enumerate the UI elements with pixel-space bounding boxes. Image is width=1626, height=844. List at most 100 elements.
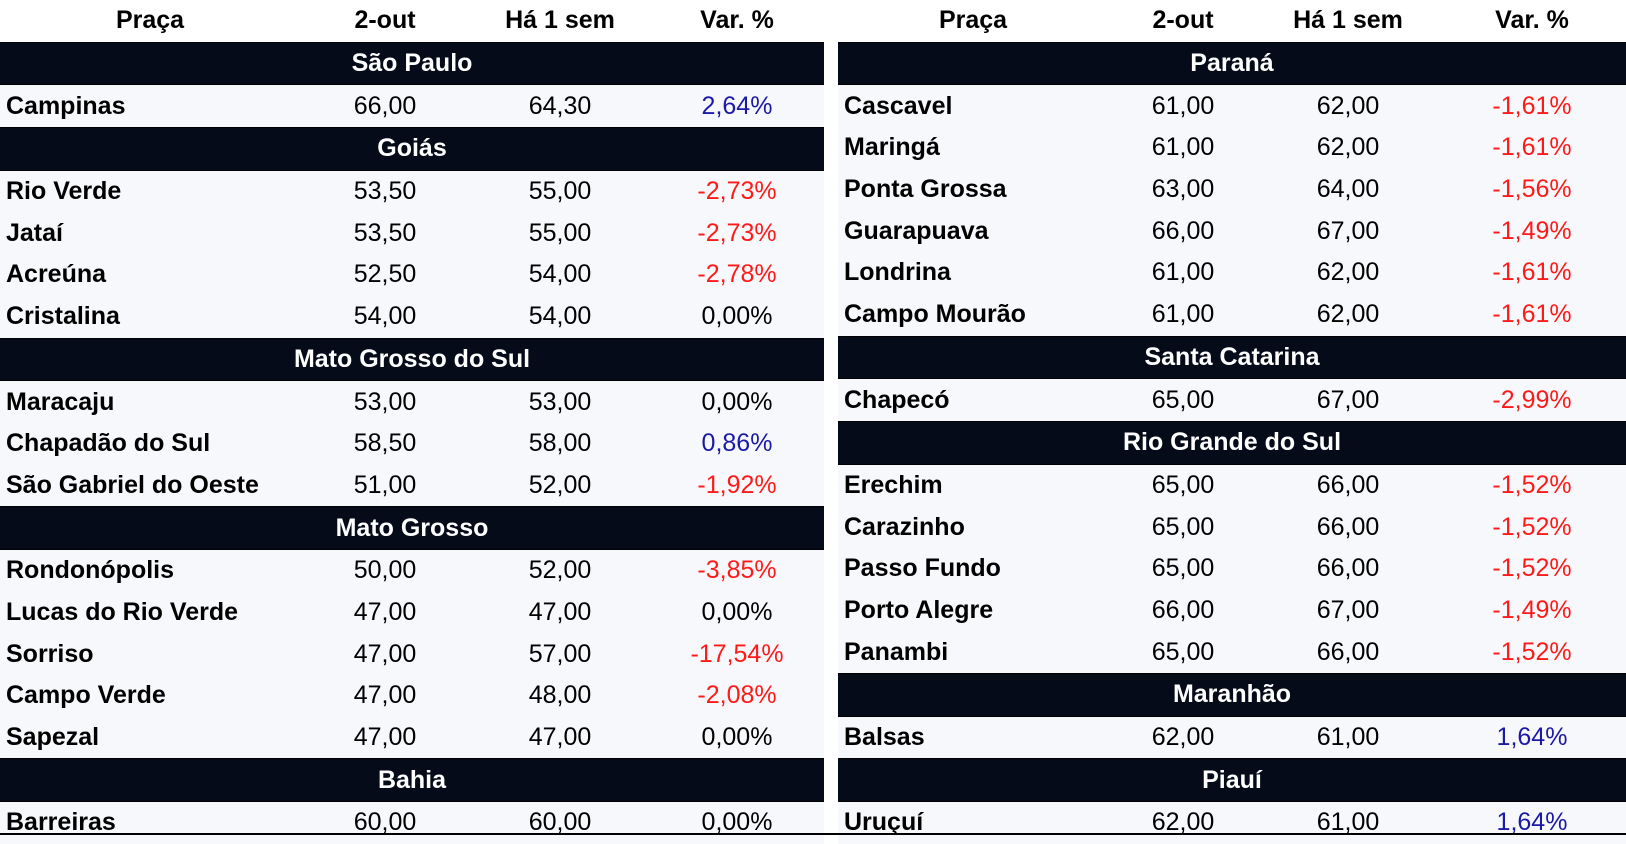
- city-cell: Erechim: [838, 464, 1108, 507]
- header-date: 2-out: [1108, 0, 1258, 43]
- current-price-cell: 47,00: [300, 633, 470, 675]
- state-name: Mato Grosso: [0, 506, 824, 550]
- variation-cell: 1,64%: [1438, 716, 1626, 759]
- table-row: Lucas do Rio Verde 47,00 47,00 0,00%: [0, 591, 824, 634]
- current-price-cell: 63,00: [1108, 168, 1258, 211]
- table-row: Barreiras 60,00 60,00 0,00%: [0, 801, 824, 844]
- current-price-cell: 60,00: [300, 801, 470, 844]
- variation-cell: -1,52%: [1438, 631, 1626, 674]
- city-cell: Maringá: [838, 127, 1108, 169]
- variation-cell: -2,73%: [650, 212, 824, 255]
- table-row: Jataí 53,50 55,00 -2,73%: [0, 212, 824, 255]
- city-cell: Campo Mourão: [838, 293, 1108, 336]
- week-ago-price-cell: 62,00: [1258, 127, 1438, 169]
- variation-cell: 0,00%: [650, 716, 824, 759]
- current-price-cell: 52,50: [300, 254, 470, 296]
- week-ago-price-cell: 54,00: [470, 295, 650, 338]
- state-group-header: Maranhão: [838, 673, 1626, 717]
- table-row: Chapadão do Sul 58,50 58,00 0,86%: [0, 422, 824, 465]
- table-row: Cascavel 61,00 62,00 -1,61%: [838, 84, 1626, 128]
- variation-cell: -1,61%: [1438, 252, 1626, 294]
- state-group-header: Piauí: [838, 758, 1626, 803]
- city-cell: Uruçuí: [838, 801, 1108, 844]
- city-cell: Londrina: [838, 252, 1108, 294]
- week-ago-price-cell: 67,00: [1258, 210, 1438, 253]
- current-price-cell: 65,00: [1108, 378, 1258, 422]
- week-ago-price-cell: 64,30: [470, 84, 650, 128]
- week-ago-price-cell: 47,00: [470, 716, 650, 759]
- current-price-cell: 61,00: [1108, 84, 1258, 128]
- current-price-cell: 62,00: [1108, 801, 1258, 844]
- state-group-header: Rio Grande do Sul: [838, 420, 1626, 465]
- week-ago-price-cell: 67,00: [1258, 378, 1438, 422]
- table-row: Guarapuava 66,00 67,00 -1,49%: [838, 210, 1626, 253]
- week-ago-price-cell: 67,00: [1258, 589, 1438, 632]
- table-row: Cristalina 54,00 54,00 0,00%: [0, 295, 824, 338]
- week-ago-price-cell: 58,00: [470, 422, 650, 465]
- variation-cell: 1,64%: [1438, 801, 1626, 844]
- variation-cell: -2,73%: [650, 170, 824, 213]
- state-name: São Paulo: [0, 41, 824, 86]
- state-name: Maranhão: [838, 673, 1626, 717]
- table-row: Sapezal 47,00 47,00 0,00%: [0, 716, 824, 759]
- variation-cell: -1,49%: [1438, 210, 1626, 253]
- current-price-cell: 61,00: [1108, 127, 1258, 169]
- city-cell: Balsas: [838, 716, 1108, 759]
- variation-cell: -1,61%: [1438, 84, 1626, 128]
- state-group-header: Goiás: [0, 127, 824, 171]
- variation-cell: -17,54%: [650, 633, 824, 675]
- week-ago-price-cell: 48,00: [470, 675, 650, 717]
- current-price-cell: 58,50: [300, 422, 470, 465]
- city-cell: Rondonópolis: [0, 549, 300, 592]
- state-group-header: Paraná: [838, 41, 1626, 86]
- week-ago-price-cell: 62,00: [1258, 252, 1438, 294]
- current-price-cell: 53,00: [300, 380, 470, 423]
- table-row: Rondonópolis 50,00 52,00 -3,85%: [0, 549, 824, 592]
- current-price-cell: 66,00: [300, 84, 470, 128]
- current-price-cell: 65,00: [1108, 547, 1258, 590]
- variation-cell: -1,61%: [1438, 293, 1626, 336]
- left-table: Praça 2-out Há 1 sem Var. % São Paulo Cam…: [0, 0, 824, 844]
- current-price-cell: 51,00: [300, 464, 470, 507]
- variation-cell: 0,00%: [650, 295, 824, 338]
- table-row: Erechim 65,00 66,00 -1,52%: [838, 464, 1626, 507]
- state-group-header: Mato Grosso: [0, 506, 824, 550]
- header-week-ago: Há 1 sem: [470, 0, 650, 43]
- table-row: Campo Mourão 61,00 62,00 -1,61%: [838, 293, 1626, 336]
- header-variation: Var. %: [1438, 0, 1626, 43]
- city-cell: Guarapuava: [838, 210, 1108, 253]
- current-price-cell: 65,00: [1108, 506, 1258, 548]
- week-ago-price-cell: 53,00: [470, 380, 650, 423]
- current-price-cell: 66,00: [1108, 210, 1258, 253]
- current-price-cell: 50,00: [300, 549, 470, 592]
- header-week-ago: Há 1 sem: [1258, 0, 1438, 43]
- state-name: Bahia: [0, 758, 824, 803]
- table-row: Sorriso 47,00 57,00 -17,54%: [0, 633, 824, 675]
- variation-cell: 0,00%: [650, 801, 824, 844]
- variation-cell: -2,99%: [1438, 378, 1626, 422]
- city-cell: Lucas do Rio Verde: [0, 591, 300, 634]
- table-row: São Gabriel do Oeste 51,00 52,00 -1,92%: [0, 464, 824, 507]
- city-cell: Ponta Grossa: [838, 168, 1108, 211]
- variation-cell: -1,49%: [1438, 589, 1626, 632]
- week-ago-price-cell: 66,00: [1258, 506, 1438, 548]
- city-cell: Chapecó: [838, 378, 1108, 422]
- header-variation: Var. %: [650, 0, 824, 43]
- city-cell: Sapezal: [0, 716, 300, 759]
- city-cell: Panambi: [838, 631, 1108, 674]
- table-row: Rio Verde 53,50 55,00 -2,73%: [0, 170, 824, 213]
- city-cell: Passo Fundo: [838, 547, 1108, 590]
- week-ago-price-cell: 55,00: [470, 170, 650, 213]
- table-row: Carazinho 65,00 66,00 -1,52%: [838, 506, 1626, 548]
- city-cell: Porto Alegre: [838, 589, 1108, 632]
- variation-cell: 0,86%: [650, 422, 824, 465]
- table-row: Ponta Grossa 63,00 64,00 -1,56%: [838, 168, 1626, 211]
- week-ago-price-cell: 66,00: [1258, 631, 1438, 674]
- week-ago-price-cell: 66,00: [1258, 547, 1438, 590]
- table-row: Acreúna 52,50 54,00 -2,78%: [0, 254, 824, 296]
- table-row: Maracaju 53,00 53,00 0,00%: [0, 380, 824, 423]
- header-praca: Praça: [0, 0, 300, 43]
- header-date: 2-out: [300, 0, 470, 43]
- right-table: Praça 2-out Há 1 sem Var. % Paraná Cascav…: [838, 0, 1626, 844]
- city-cell: Cascavel: [838, 84, 1108, 128]
